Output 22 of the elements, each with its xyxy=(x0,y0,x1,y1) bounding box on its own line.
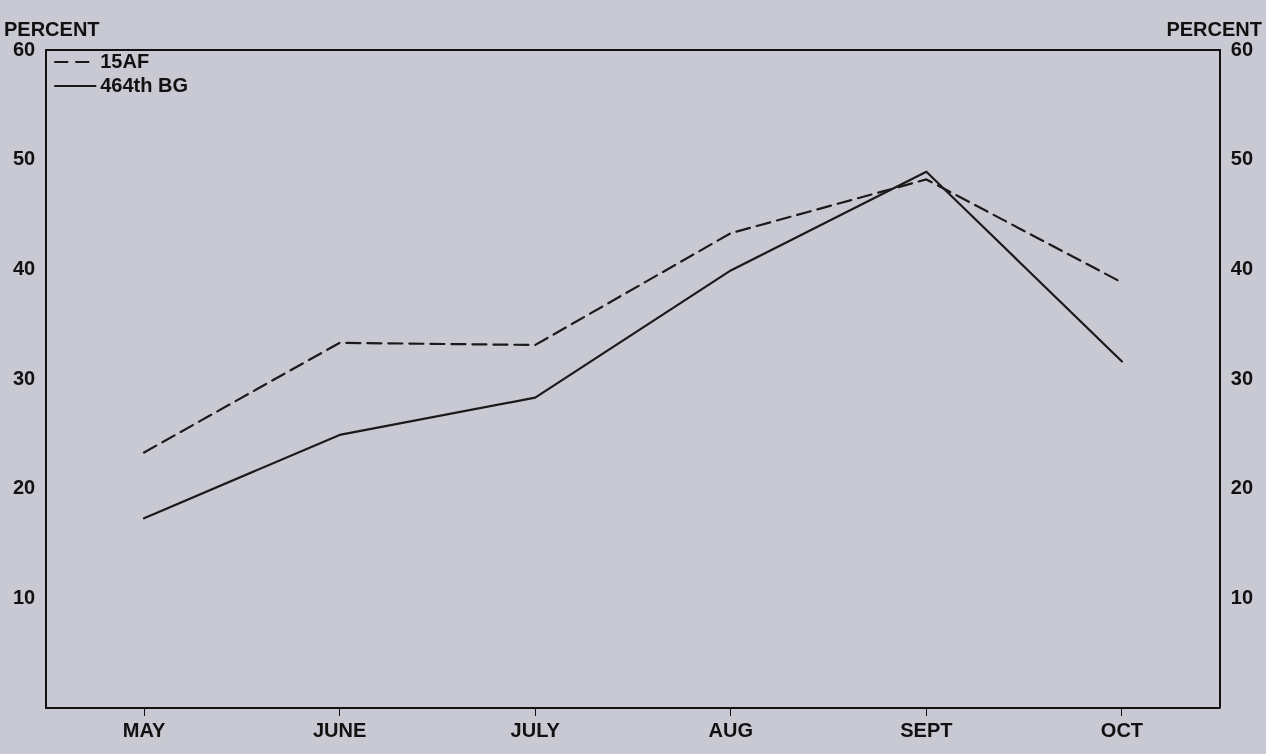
legend-label: 464th BG xyxy=(100,73,189,96)
y-tick-label: 60 xyxy=(13,37,36,60)
y-tick-label: 20 xyxy=(13,476,36,499)
x-tick-label: JULY xyxy=(510,718,561,741)
x-tick-label: JUNE xyxy=(312,718,367,741)
y2-axis-title: PERCENT xyxy=(1166,17,1262,40)
x-tick-label: OCT xyxy=(1100,718,1144,741)
y-axis-title: PERCENT xyxy=(4,17,100,40)
y-tick-label: 40 xyxy=(13,256,36,279)
y2-tick-label: 10 xyxy=(1230,585,1253,608)
x-tick-label: SEPT xyxy=(900,718,953,741)
y-tick-label: 10 xyxy=(13,585,36,608)
y2-tick-label: 20 xyxy=(1230,476,1253,499)
y2-tick-label: 60 xyxy=(1230,37,1253,60)
x-tick-label: AUG xyxy=(708,718,754,741)
y2-tick-label: 30 xyxy=(1230,366,1253,389)
x-tick-label: MAY xyxy=(122,718,166,741)
legend-label: 15AF xyxy=(100,49,150,72)
y2-tick-label: 40 xyxy=(1230,256,1253,279)
y2-tick-label: 50 xyxy=(1230,147,1253,170)
y-tick-label: 30 xyxy=(13,366,36,389)
y-tick-label: 50 xyxy=(13,147,36,170)
